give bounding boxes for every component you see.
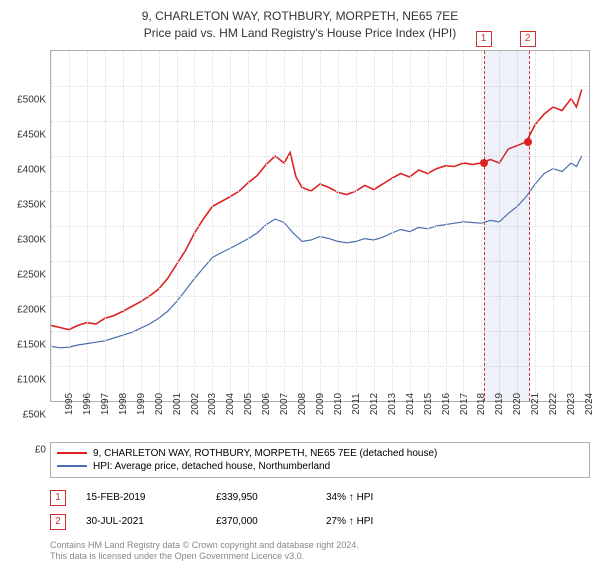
sales-price: £339,950	[216, 492, 306, 503]
gridline-v	[69, 51, 70, 401]
sale-dot	[524, 138, 532, 146]
gridline-v	[230, 51, 231, 401]
title-line-1: 9, CHARLETON WAY, ROTHBURY, MORPETH, NE6…	[0, 8, 600, 25]
footer-line-2: This data is licensed under the Open Gov…	[50, 551, 590, 563]
gridline-v	[141, 51, 142, 401]
x-tick-label: 2024	[570, 392, 595, 414]
highlight-band	[484, 51, 530, 401]
y-tick-label: £100K	[17, 374, 46, 385]
footer: Contains HM Land Registry data © Crown c…	[50, 540, 590, 563]
legend-swatch	[57, 465, 87, 467]
gridline-v	[51, 51, 52, 401]
y-tick-label: £450K	[17, 129, 46, 140]
y-tick-label: £350K	[17, 199, 46, 210]
y-tick-label: £500K	[17, 94, 46, 105]
sales-price: £370,000	[216, 516, 306, 527]
gridline-v	[535, 51, 536, 401]
gridline-v	[320, 51, 321, 401]
gridline-v	[356, 51, 357, 401]
sales-marker: 1	[50, 490, 66, 506]
y-tick-label: £250K	[17, 269, 46, 280]
sale-dot	[480, 159, 488, 167]
chart-container: 9, CHARLETON WAY, ROTHBURY, MORPETH, NE6…	[0, 0, 600, 560]
gridline-v	[338, 51, 339, 401]
legend-row: 9, CHARLETON WAY, ROTHBURY, MORPETH, NE6…	[57, 447, 583, 460]
gridline-v	[194, 51, 195, 401]
legend: 9, CHARLETON WAY, ROTHBURY, MORPETH, NE6…	[50, 442, 590, 478]
legend-row: HPI: Average price, detached house, Nort…	[57, 460, 583, 473]
sales-row: 2 30-JUL-2021 £370,000 27% ↑ HPI	[50, 510, 590, 534]
plot-area: 12	[50, 50, 590, 402]
gridline-v	[212, 51, 213, 401]
footer-line-1: Contains HM Land Registry data © Crown c…	[50, 540, 590, 552]
sales-table: 1 15-FEB-2019 £339,950 34% ↑ HPI 2 30-JUL-202…	[50, 486, 590, 534]
y-tick-label: £300K	[17, 234, 46, 245]
sale-marker-box: 1	[476, 31, 492, 47]
gridline-v	[177, 51, 178, 401]
sales-date: 30-JUL-2021	[86, 516, 196, 527]
gridline-v	[481, 51, 482, 401]
y-axis: £0£50K£100K£150K£200K£250K£300K£350K£400…	[0, 100, 50, 450]
sales-pct: 27% ↑ HPI	[326, 516, 426, 527]
legend-swatch	[57, 452, 87, 454]
y-tick-label: £400K	[17, 164, 46, 175]
legend-label: 9, CHARLETON WAY, ROTHBURY, MORPETH, NE6…	[93, 448, 437, 459]
gridline-v	[266, 51, 267, 401]
sales-marker: 2	[50, 514, 66, 530]
gridline-v	[410, 51, 411, 401]
gridline-v	[105, 51, 106, 401]
gridline-v	[463, 51, 464, 401]
title-block: 9, CHARLETON WAY, ROTHBURY, MORPETH, NE6…	[0, 0, 600, 42]
gridline-v	[159, 51, 160, 401]
y-tick-label: £50K	[23, 409, 46, 420]
gridline-v	[428, 51, 429, 401]
gridline-v	[87, 51, 88, 401]
x-axis: 1995199619971998199920002001200220032004…	[50, 402, 590, 438]
gridline-v	[392, 51, 393, 401]
sales-row: 1 15-FEB-2019 £339,950 34% ↑ HPI	[50, 486, 590, 510]
gridline-v	[302, 51, 303, 401]
sale-marker-box: 2	[520, 31, 536, 47]
y-tick-label: £150K	[17, 339, 46, 350]
gridline-v	[553, 51, 554, 401]
sales-pct: 34% ↑ HPI	[326, 492, 426, 503]
legend-label: HPI: Average price, detached house, Nort…	[93, 461, 330, 472]
gridline-v	[374, 51, 375, 401]
gridline-v	[446, 51, 447, 401]
sales-date: 15-FEB-2019	[86, 492, 196, 503]
y-tick-label: £200K	[17, 304, 46, 315]
title-line-2: Price paid vs. HM Land Registry's House …	[0, 25, 600, 42]
gridline-v	[123, 51, 124, 401]
gridline-v	[571, 51, 572, 401]
y-tick-label: £0	[35, 444, 46, 455]
gridline-v	[248, 51, 249, 401]
gridline-v	[284, 51, 285, 401]
